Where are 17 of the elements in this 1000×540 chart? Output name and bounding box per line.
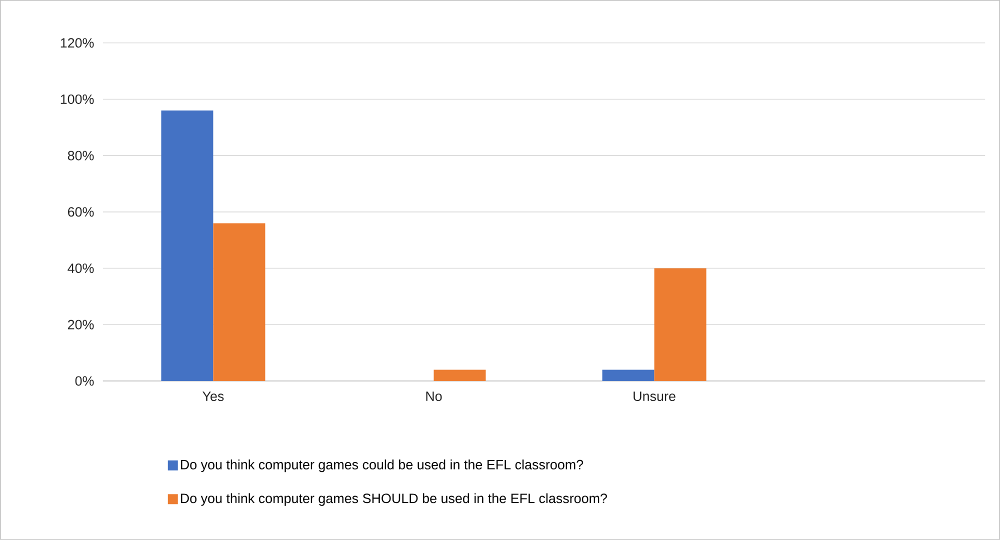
- y-tick-label: 40%: [68, 264, 94, 274]
- x-tick-label: Yes: [202, 392, 224, 402]
- bar: [654, 268, 706, 382]
- y-tick-label: 0%: [75, 376, 94, 386]
- bar: [161, 110, 214, 382]
- y-tick-label: 60%: [68, 207, 94, 217]
- bar: [434, 370, 486, 382]
- legend-label: Do you think computer games could be used in the EFL classroom?: [180, 460, 584, 472]
- legend-label: Do you think computer games SHOULD be used in the EFL classroom?: [180, 493, 607, 506]
- bar: [213, 223, 266, 382]
- x-tick-label: Unsure: [634, 392, 676, 402]
- x-tick-label: No: [426, 392, 442, 402]
- y-tick-label: 80%: [68, 150, 94, 160]
- y-tick-label: 120%: [60, 38, 94, 48]
- bar: [602, 370, 654, 382]
- y-tick-label: 100%: [60, 94, 94, 104]
- y-tick-label: 20%: [68, 320, 94, 330]
